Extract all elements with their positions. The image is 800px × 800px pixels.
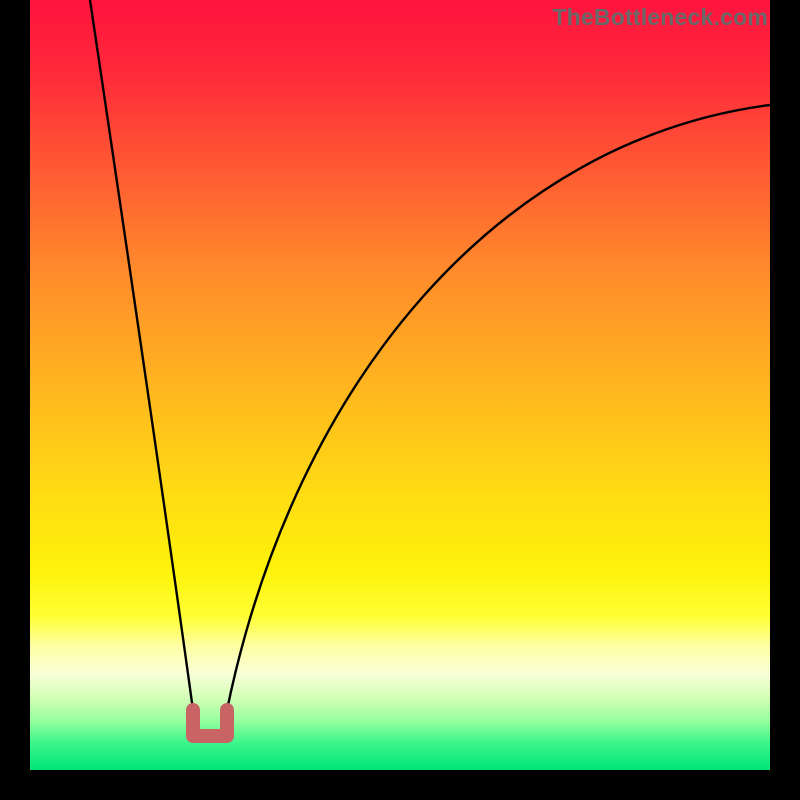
- chart-stage: TheBottleneck.com: [0, 0, 800, 800]
- bottom-notch: [193, 710, 227, 736]
- left-curve: [90, 0, 193, 710]
- watermark-text: TheBottleneck.com: [552, 4, 768, 31]
- curve-layer: [30, 0, 770, 770]
- frame-right: [770, 0, 800, 800]
- right-curve: [227, 105, 770, 710]
- plot-area: [30, 0, 770, 770]
- frame-bottom: [0, 770, 800, 800]
- frame-left: [0, 0, 30, 800]
